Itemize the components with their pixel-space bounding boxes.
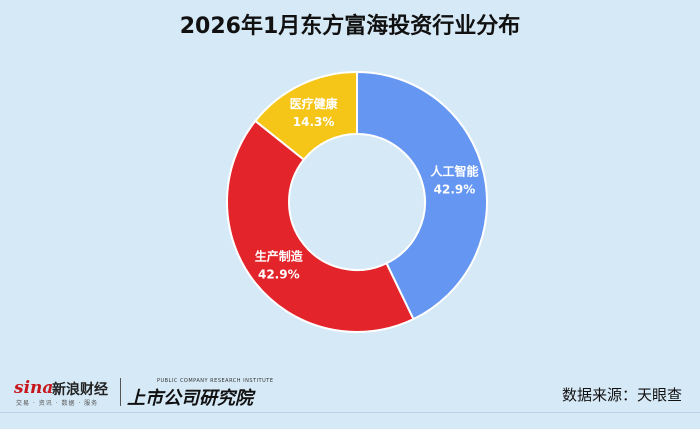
slice-value-label-1: 42.9%: [258, 267, 300, 281]
footer-divider: [0, 412, 700, 413]
sina-logo-word: sina: [14, 378, 54, 398]
donut-slice-1: [226, 119, 415, 333]
institute-logo-en: PUBLIC COMPANY RESEARCH INSTITUTE: [157, 378, 274, 384]
sina-logo-tagline: 交易 · 资讯 · 数据 · 服务: [16, 400, 99, 407]
slice-label-0: 人工智能: [430, 164, 478, 179]
slice-label-1: 生产制造: [255, 248, 304, 263]
donut-slice-0: [356, 70, 488, 321]
logo-divider: [120, 378, 121, 406]
slice-value-label-2: 14.3%: [293, 115, 335, 129]
institute-logo-cn: 上市公司研究院: [127, 388, 253, 409]
research-institute-logo: PUBLIC COMPANY RESEARCH INSTITUTE 上市公司研究…: [127, 378, 273, 410]
sina-logo-cn: 新浪财经: [52, 382, 108, 398]
chart-title: 2026年1月东方富海投资行业分布: [179, 14, 521, 39]
sina-finance-logo: sina 新浪财经 交易 · 资讯 · 数据 · 服务: [14, 378, 124, 410]
slice-label-2: 医疗健康: [290, 96, 339, 111]
slice-value-label-0: 42.9%: [434, 183, 476, 197]
data-source: 数据来源：天眼查: [561, 386, 682, 404]
donut-slice-2: [253, 70, 358, 162]
